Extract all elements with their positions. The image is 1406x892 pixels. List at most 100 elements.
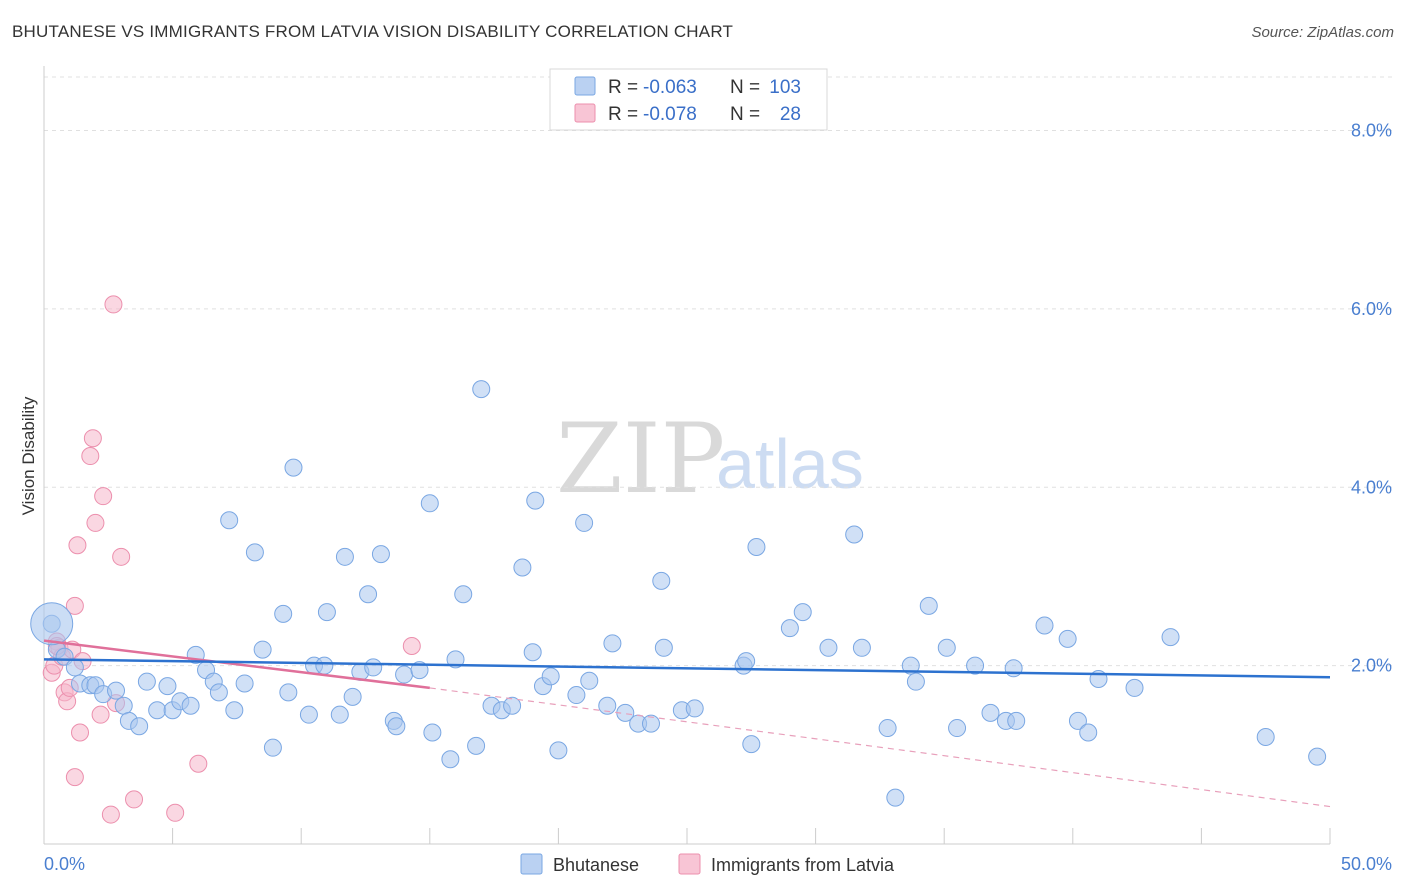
bhutanese-point-51	[467, 736, 486, 755]
source-label: Source: ZipAtlas.com	[1251, 24, 1394, 41]
bhutanese-point-91	[981, 703, 1000, 722]
bhutanese-point-101	[1161, 628, 1180, 647]
bhutanese-trend-line	[43, 658, 1331, 679]
bhutanese-point-12	[137, 672, 156, 691]
bhutanese-point-97	[1068, 711, 1087, 730]
grid-lines	[44, 76, 1392, 667]
bhutanese-point-90	[966, 656, 985, 675]
bhutanese-point-40	[364, 658, 383, 677]
watermark-zip: ZIP	[556, 403, 725, 515]
bhutanese-point-84	[886, 788, 905, 807]
series-bhutanese-points	[30, 380, 1327, 807]
bhutanese-point-50	[454, 585, 473, 604]
bhutanese-point-56	[513, 558, 532, 577]
bhutanese-point-80	[819, 638, 838, 657]
bhutanese-point-14	[158, 677, 177, 696]
legend-r-value-1: -0.078	[643, 104, 697, 125]
bhutanese-point-76	[742, 735, 761, 754]
bhutanese-point-83	[878, 719, 897, 738]
y-axis-label: Vision Disability	[19, 396, 38, 515]
bhutanese-point-31	[299, 705, 318, 724]
bhutanese-point-64	[580, 671, 599, 690]
bhutanese-point-35	[330, 705, 349, 724]
bhutanese-point-9	[114, 696, 133, 715]
bhutanese-point-34	[317, 603, 336, 622]
bhutanese-point-61	[549, 741, 568, 760]
bhutanese-point-88	[937, 638, 956, 657]
bottom-legend: Bhutanese Immigrants from Latvia	[520, 853, 895, 875]
bhutanese-point-85	[901, 656, 920, 675]
latvia-point-17	[91, 705, 110, 724]
bhutanese-point-33	[315, 656, 334, 675]
bhutanese-point-77	[747, 538, 766, 557]
bottom-legend-swatch-latvia	[678, 853, 701, 875]
bhutanese-point-17	[181, 696, 200, 715]
bhutanese-point-89	[948, 719, 967, 738]
bhutanese-point-96	[1058, 629, 1077, 648]
bhutanese-point-71	[654, 638, 673, 657]
bhutanese-point-22	[220, 511, 239, 530]
latvia-point-18	[94, 487, 113, 506]
trend-lines	[43, 639, 1331, 808]
latvia-point-9	[65, 768, 84, 787]
watermark-atlas: atlas	[716, 425, 864, 503]
bhutanese-point-86	[906, 672, 925, 691]
bhutanese-point-55	[503, 696, 522, 715]
latvia-point-10	[65, 596, 84, 615]
bhutanese-point-28	[274, 604, 293, 623]
bhutanese-point-39	[359, 585, 378, 604]
bhutanese-point-41	[371, 545, 390, 564]
latvia-trend-line	[43, 639, 430, 690]
latvia-point-26	[402, 637, 421, 656]
bhutanese-point-102	[1256, 727, 1275, 746]
bhutanese-point-44	[395, 665, 414, 684]
bhutanese-point-25	[245, 543, 264, 562]
bhutanese-point-27	[263, 738, 282, 757]
bhutanese-point-75	[737, 652, 756, 671]
legend-r-label-1: R =	[608, 104, 638, 125]
axes	[43, 66, 1331, 845]
latvia-point-24	[166, 803, 185, 822]
bhutanese-point-29	[279, 683, 298, 702]
latvia-point-12	[71, 723, 90, 742]
latvia-point-19	[101, 805, 120, 824]
latvia-point-23	[125, 790, 144, 809]
bottom-legend-swatch-bhutanese	[520, 853, 543, 875]
legend-n-label-1: N =	[730, 104, 760, 125]
bhutanese-point-103	[1308, 747, 1327, 766]
y-tick-label-1: 4.0%	[1351, 477, 1392, 497]
y-tick-label-3: 8.0%	[1351, 121, 1392, 141]
bhutanese-point-24	[235, 674, 254, 693]
latvia-point-14	[81, 447, 100, 466]
bhutanese-point-13	[148, 701, 167, 720]
latvia-trend-dashed	[429, 687, 1331, 808]
bhutanese-point-78	[780, 619, 799, 638]
legend-n-value-0: 103	[769, 77, 801, 98]
bhutanese-point-37	[343, 687, 362, 706]
latvia-point-16	[86, 513, 105, 532]
bhutanese-point-69	[641, 714, 660, 733]
bhutanese-point-65	[598, 696, 617, 715]
bhutanese-point-62	[567, 686, 586, 705]
bhutanese-point-3	[65, 658, 84, 677]
latvia-point-22	[112, 547, 131, 566]
legend-n-label-0: N =	[730, 77, 760, 98]
bhutanese-point-52	[472, 380, 491, 399]
latvia-point-20	[104, 295, 123, 314]
bhutanese-point-100	[1125, 678, 1144, 697]
latvia-point-25	[189, 754, 208, 773]
chart-title: BHUTANESE VS IMMIGRANTS FROM LATVIA VISI…	[12, 22, 734, 41]
bhutanese-point-49	[446, 650, 465, 669]
bhutanese-point-47	[423, 723, 442, 742]
bhutanese-point-58	[526, 491, 545, 510]
bhutanese-point-46	[420, 494, 439, 513]
bhutanese-point-98	[1079, 723, 1098, 742]
series-latvia-points	[42, 295, 421, 824]
bhutanese-point-36	[335, 547, 354, 566]
y-tick-labels: 2.0% 4.0% 6.0% 8.0%	[1351, 121, 1392, 676]
x-tick-label-min: 0.0%	[44, 854, 85, 874]
latvia-point-11	[68, 536, 87, 555]
legend-r-label-0: R =	[608, 77, 638, 98]
bhutanese-point-large	[30, 602, 74, 646]
